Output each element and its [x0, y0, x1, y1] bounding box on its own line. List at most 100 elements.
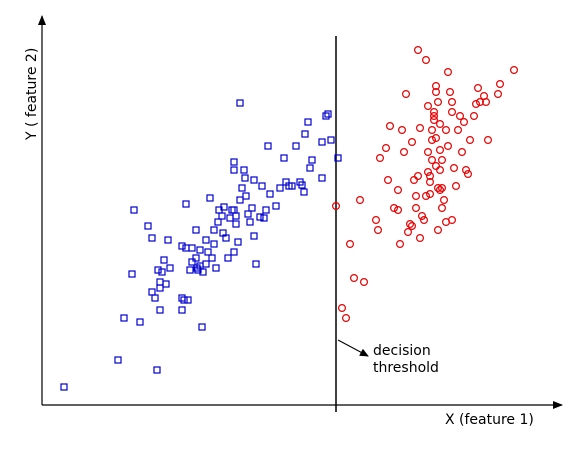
- circle-point: [476, 97, 485, 106]
- circle-point: [434, 184, 443, 193]
- square-point: [192, 226, 200, 234]
- circle-point: [422, 55, 431, 64]
- square-point: [256, 213, 264, 221]
- circle-point: [436, 166, 445, 175]
- square-point: [202, 260, 210, 268]
- circle-point: [438, 204, 447, 213]
- square-point: [114, 356, 122, 364]
- square-point: [230, 248, 238, 256]
- circle-point: [412, 192, 421, 201]
- circle-point: [464, 170, 473, 179]
- square-point: [246, 218, 254, 226]
- circle-point: [448, 97, 457, 106]
- circle-point: [406, 220, 415, 229]
- y-axis-label: Y ( feature 2): [24, 48, 40, 141]
- square-point: [232, 220, 240, 228]
- square-point: [250, 176, 258, 184]
- circle-point: [420, 216, 429, 225]
- square-point: [280, 154, 288, 162]
- circle-point: [424, 101, 433, 110]
- square-point: [194, 266, 202, 274]
- circle-point: [446, 87, 455, 96]
- square-point: [298, 181, 306, 189]
- square-point: [236, 99, 244, 107]
- circle-point: [384, 176, 393, 185]
- square-point: [214, 218, 222, 226]
- annotation-arrow: [337, 339, 369, 357]
- circle-point: [426, 172, 435, 181]
- square-point: [182, 200, 190, 208]
- square-point: [230, 206, 238, 214]
- square-point: [196, 246, 204, 254]
- circle-point: [382, 144, 391, 153]
- circle-point: [416, 123, 425, 132]
- circle-point: [472, 99, 481, 108]
- circle-point: [456, 111, 465, 120]
- square-point: [212, 264, 220, 272]
- square-point: [184, 296, 192, 304]
- square-point: [192, 254, 200, 262]
- circle-point: [350, 274, 359, 283]
- circle-point: [430, 107, 439, 116]
- square-point: [276, 184, 284, 192]
- circle-point: [432, 134, 441, 143]
- square-point: [262, 206, 270, 214]
- circle-point: [458, 148, 467, 157]
- square-point: [228, 206, 236, 214]
- circle-point: [414, 172, 423, 181]
- circle-point: [432, 87, 441, 96]
- circle-point: [450, 164, 459, 173]
- square-point: [260, 214, 268, 222]
- circle-point: [404, 228, 413, 237]
- red-circle-points: [332, 45, 519, 323]
- circle-point: [462, 166, 471, 175]
- circle-point: [436, 119, 445, 128]
- circle-point: [432, 81, 441, 90]
- square-point: [120, 314, 128, 322]
- x-axis-label: X (feature 1): [445, 412, 534, 428]
- square-point: [241, 174, 249, 182]
- square-point: [180, 296, 188, 304]
- square-point: [266, 190, 274, 198]
- circle-point: [338, 304, 347, 313]
- circle-point: [332, 202, 341, 211]
- circle-point: [408, 138, 417, 147]
- circle-point: [436, 146, 445, 155]
- square-point: [327, 136, 335, 144]
- square-point: [230, 166, 238, 174]
- square-point: [164, 236, 172, 244]
- circle-point: [474, 83, 483, 92]
- square-point: [301, 130, 309, 138]
- circle-point: [466, 136, 475, 145]
- circle-point: [430, 115, 439, 124]
- square-point: [236, 196, 244, 204]
- square-point: [300, 188, 308, 196]
- square-point: [272, 202, 280, 210]
- square-point: [318, 138, 326, 146]
- square-point: [198, 323, 206, 331]
- circle-point: [510, 65, 519, 74]
- circle-point: [496, 79, 505, 88]
- square-point: [202, 236, 210, 244]
- circle-point: [360, 278, 369, 287]
- circle-point: [494, 89, 503, 98]
- square-point: [248, 204, 256, 212]
- circle-point: [342, 314, 351, 323]
- square-point: [244, 210, 252, 218]
- square-point: [226, 214, 234, 222]
- circle-point: [432, 162, 441, 171]
- circle-point: [386, 121, 395, 130]
- circle-point: [444, 142, 453, 151]
- square-point: [166, 264, 174, 272]
- square-point: [242, 192, 250, 200]
- circle-point: [460, 117, 469, 126]
- circle-point: [440, 196, 449, 205]
- circle-point: [444, 67, 453, 76]
- square-point: [153, 366, 161, 374]
- circle-point: [376, 154, 385, 163]
- square-point: [182, 244, 190, 252]
- square-point: [208, 254, 216, 262]
- square-point: [218, 212, 226, 220]
- square-point: [308, 156, 316, 164]
